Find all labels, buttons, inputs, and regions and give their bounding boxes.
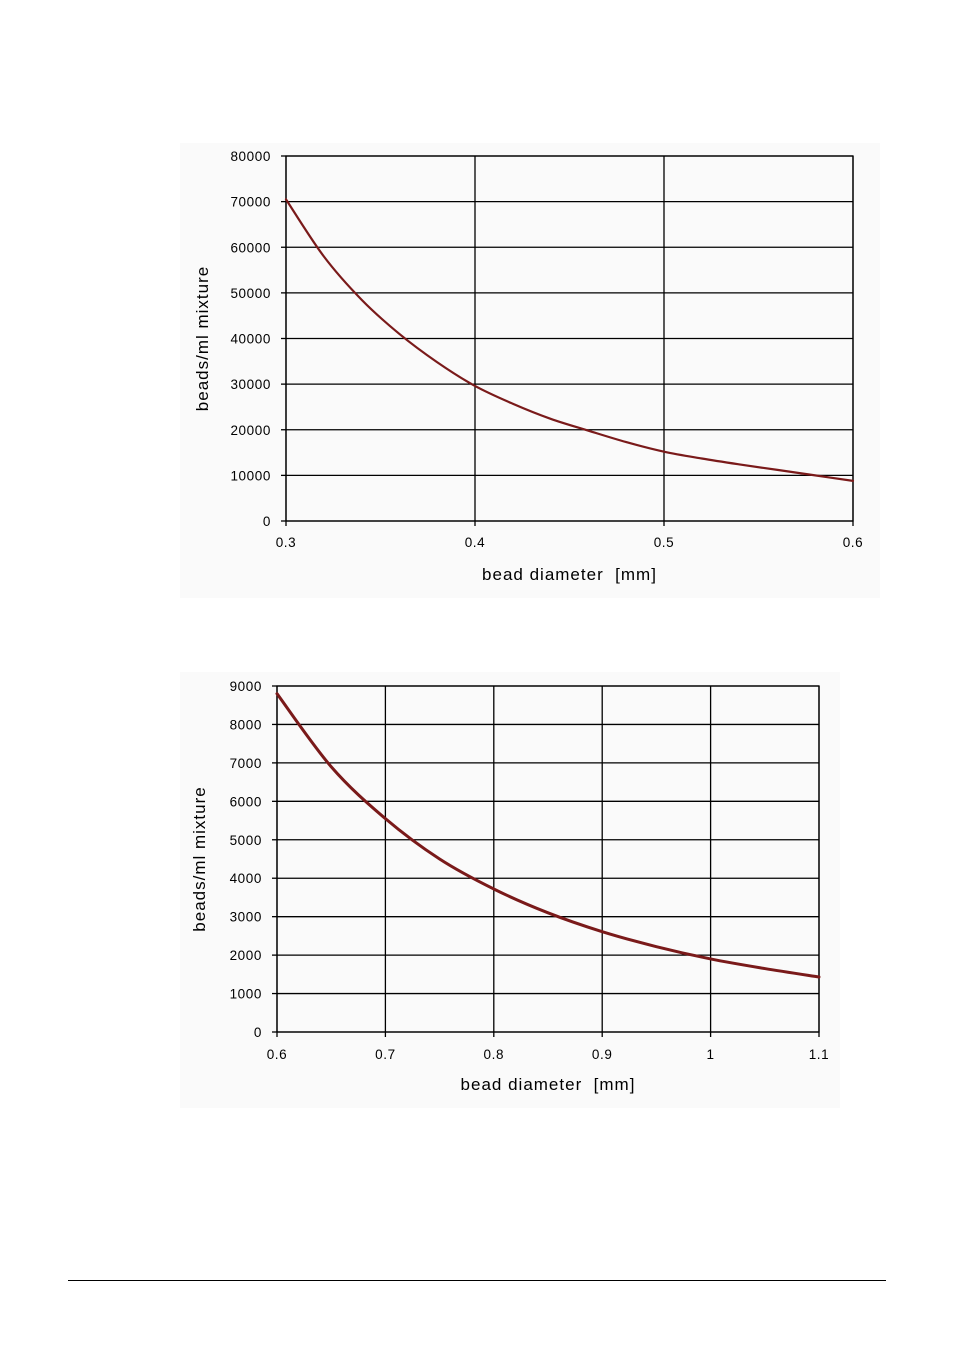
y-tick-label: 0: [263, 514, 271, 529]
x-tick-label: 1.1: [809, 1047, 830, 1062]
x-axis-label: bead diameter [mm]: [482, 565, 657, 584]
y-tick-label: 0: [254, 1025, 262, 1040]
y-tick-label: 1000: [230, 987, 262, 1002]
x-tick-label: 0.4: [465, 535, 486, 550]
series-line: [284, 198, 855, 482]
x-tick-label: 0.8: [484, 1047, 505, 1062]
y-tick-label: 40000: [230, 332, 271, 347]
y-tick-label: 3000: [230, 910, 262, 925]
plot-frame: [285, 155, 854, 522]
series-line: [275, 692, 821, 979]
y-tick-label: 60000: [230, 240, 271, 255]
y-tick-label: 50000: [230, 286, 271, 301]
x-tick-label: 0.3: [276, 535, 297, 550]
y-tick-label: 7000: [230, 756, 262, 771]
y-tick-label: 2000: [230, 948, 262, 963]
footer-rule: [68, 1280, 886, 1281]
chart-panel-background: [180, 672, 840, 1108]
chart-bottom: 0 1000 2000 3000 4000 5000 6000 7000 8000 9000 0.6…: [180, 672, 840, 1108]
y-tick-label: 8000: [230, 717, 262, 732]
y-tick-label: 10000: [230, 468, 271, 483]
y-tick-label: 30000: [230, 377, 271, 392]
y-tick-label: 6000: [230, 794, 262, 809]
y-axis-label: beads/ml mixture: [190, 786, 209, 931]
y-tick-label: 20000: [230, 423, 271, 438]
y-tick-label: 70000: [230, 195, 271, 210]
plot-frame: [276, 685, 820, 1033]
chart-panel-background: [180, 143, 880, 598]
x-tick-label: 0.9: [592, 1047, 613, 1062]
x-tick-label: 0.7: [375, 1047, 396, 1062]
y-tick-label: 5000: [230, 833, 262, 848]
y-axis-label: beads/ml mixture: [193, 266, 212, 411]
chart-top: 0 10000 20000 30000 40000 50000 60000 70000 8000…: [180, 143, 880, 598]
x-axis-label: bead diameter [mm]: [461, 1075, 636, 1094]
x-tick-label: 0.5: [654, 535, 675, 550]
x-tick-label: 1: [707, 1047, 715, 1062]
y-tick-label: 4000: [230, 871, 262, 886]
y-tick-label: 80000: [230, 149, 271, 164]
x-tick-label: 0.6: [843, 535, 864, 550]
x-tick-label: 0.6: [267, 1047, 288, 1062]
y-tick-label: 9000: [230, 679, 262, 694]
